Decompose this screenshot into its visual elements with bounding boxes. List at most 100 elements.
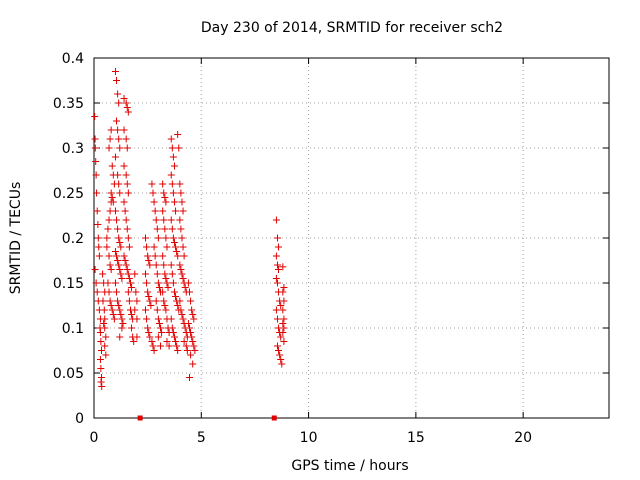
zero-marker — [271, 415, 277, 421]
data-point — [167, 135, 175, 143]
data-point — [275, 347, 283, 354]
data-point — [169, 279, 177, 287]
data-point — [279, 329, 287, 336]
data-point — [187, 297, 195, 305]
data-point — [167, 315, 175, 323]
data-point — [120, 252, 128, 260]
data-point — [106, 135, 114, 143]
data-point — [178, 198, 186, 206]
data-point — [96, 356, 104, 363]
data-point — [117, 243, 125, 251]
data-point — [178, 270, 186, 278]
data-point — [160, 216, 168, 224]
data-point — [102, 333, 110, 341]
data-point — [114, 297, 122, 305]
data-point — [170, 333, 178, 341]
data-point — [155, 284, 163, 291]
data-point — [160, 297, 168, 305]
data-point — [104, 279, 112, 287]
data-point — [169, 153, 177, 161]
data-point — [151, 207, 159, 215]
data-point — [126, 279, 134, 287]
data-point — [123, 144, 131, 152]
data-point — [159, 207, 167, 215]
data-point — [100, 320, 108, 327]
data-point — [101, 342, 109, 350]
data-point — [172, 243, 180, 251]
y-tick-label: 0.05 — [53, 366, 84, 382]
data-point — [92, 279, 100, 287]
data-point — [105, 252, 113, 260]
data-point — [153, 306, 161, 314]
data-point — [182, 342, 190, 350]
data-point — [273, 315, 281, 323]
data-point — [170, 198, 178, 206]
data-point — [280, 297, 288, 305]
data-point — [113, 252, 121, 260]
data-point — [176, 180, 184, 188]
data-point — [189, 338, 197, 345]
data-point — [125, 297, 133, 305]
data-point — [275, 243, 283, 251]
data-point — [120, 126, 128, 134]
data-point — [152, 261, 160, 269]
data-point — [168, 144, 176, 152]
data-point — [123, 225, 131, 233]
data-point — [145, 257, 153, 264]
data-point — [115, 261, 123, 269]
data-point — [172, 338, 180, 345]
data-point — [116, 333, 124, 341]
data-point — [154, 315, 162, 323]
data-point — [94, 234, 102, 242]
data-point — [154, 333, 162, 341]
data-point — [113, 288, 121, 296]
data-point — [162, 234, 170, 242]
data-point — [122, 216, 130, 224]
data-point — [106, 297, 114, 305]
data-point — [107, 302, 115, 309]
data-point — [98, 347, 106, 354]
data-point — [125, 243, 133, 251]
data-point — [111, 207, 119, 215]
data-point — [276, 351, 284, 359]
data-point — [114, 126, 122, 134]
chart-title: Day 230 of 2014, SRMTID for receiver sch… — [201, 20, 503, 36]
data-point — [107, 266, 115, 273]
data-point — [188, 306, 196, 314]
data-point — [148, 180, 156, 188]
data-point — [143, 279, 151, 287]
data-point — [174, 302, 182, 309]
data-point — [150, 243, 158, 251]
data-point — [128, 284, 136, 291]
y-tick-label: 0.15 — [53, 276, 84, 292]
data-point — [179, 315, 187, 323]
data-point — [133, 315, 141, 323]
x-tick-label: 15 — [407, 430, 425, 446]
data-point — [159, 180, 167, 188]
data-point — [272, 306, 280, 314]
data-point — [189, 311, 197, 318]
data-point — [149, 342, 157, 350]
data-point — [175, 144, 183, 152]
data-point — [98, 383, 106, 390]
data-point — [105, 144, 113, 152]
data-point — [115, 180, 123, 188]
data-point — [125, 275, 133, 282]
data-point — [122, 99, 130, 107]
data-point — [168, 180, 176, 188]
data-point — [97, 365, 105, 372]
data-point — [279, 306, 287, 314]
data-point — [144, 252, 152, 260]
data-point — [168, 270, 176, 278]
data-point — [165, 342, 173, 350]
data-point — [180, 338, 188, 345]
data-point — [130, 338, 138, 345]
data-point — [280, 338, 288, 345]
data-point — [190, 342, 198, 350]
data-point — [100, 306, 108, 314]
y-tick-label: 0 — [75, 411, 84, 427]
data-point — [170, 162, 178, 170]
data-point — [121, 207, 129, 215]
data-point — [120, 162, 128, 170]
